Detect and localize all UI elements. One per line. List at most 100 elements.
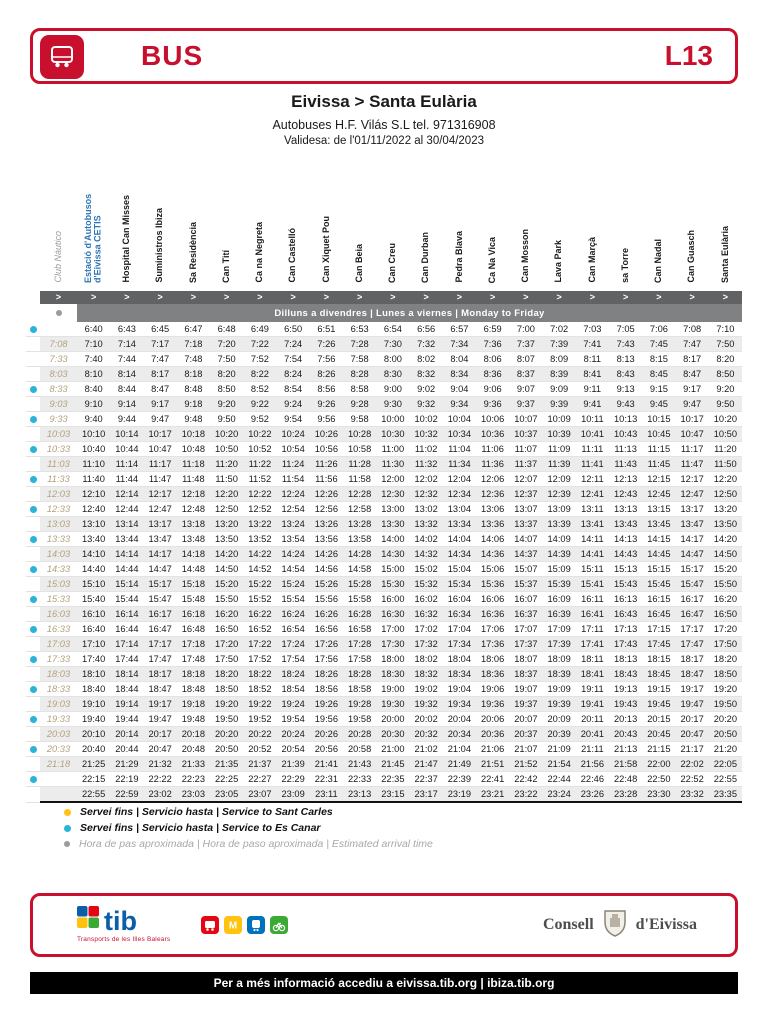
club-nautico-time — [40, 786, 77, 803]
time-cell: 15:22 — [243, 576, 277, 592]
time-cell: 15:58 — [343, 591, 377, 607]
time-cell: 17:11 — [575, 621, 609, 637]
time-cell: 9:54 — [276, 411, 310, 427]
time-cell: 15:54 — [276, 591, 310, 607]
time-cell: 17:06 — [476, 621, 510, 637]
time-cell: 16:22 — [243, 606, 277, 622]
time-cell: 18:44 — [110, 681, 144, 697]
dot-gutter — [26, 411, 40, 427]
direction-arrow: > — [343, 291, 377, 304]
time-cell: 10:14 — [110, 426, 144, 442]
direction-arrow: > — [542, 291, 576, 304]
club-nautico-time: 12:03 — [40, 486, 77, 502]
timetable-row: 22:55 22:59 23:02 23:03 23:05 23:07 23:09 23:11… — [26, 786, 742, 803]
time-cell: 15:17 — [675, 561, 709, 577]
time-cell: 15:20 — [708, 561, 742, 577]
time-cell: 9:11 — [575, 381, 609, 397]
dot-gutter — [26, 726, 40, 742]
time-cell: 22:00 — [642, 756, 676, 772]
club-nautico-time: 9:03 — [40, 396, 77, 412]
club-nautico-time: 20:33 — [40, 741, 77, 757]
time-cell: 14:47 — [143, 561, 177, 577]
time-cell: 13:17 — [675, 501, 709, 517]
time-cell: 11:10 — [77, 456, 111, 472]
time-cell: 13:30 — [376, 516, 410, 532]
time-cell: 15:18 — [176, 576, 210, 592]
time-cell: 7:05 — [609, 322, 643, 337]
time-cell: 20:09 — [542, 711, 576, 727]
time-cell: 17:43 — [609, 636, 643, 652]
direction-arrow: > — [609, 291, 643, 304]
time-cell: 11:17 — [143, 456, 177, 472]
time-cell: 10:58 — [343, 441, 377, 457]
direction-arrow: > — [243, 291, 277, 304]
time-cell: 6:49 — [243, 322, 277, 337]
direction-arrow: > — [376, 291, 410, 304]
time-cell: 9:44 — [110, 411, 144, 427]
time-cell: 8:14 — [110, 366, 144, 382]
time-cell: 14:20 — [210, 546, 244, 562]
time-cell: 21:39 — [276, 756, 310, 772]
time-cell: 17:45 — [642, 636, 676, 652]
time-cell: 21:49 — [442, 756, 476, 772]
time-cell: 9:47 — [143, 411, 177, 427]
time-cell: 13:47 — [143, 531, 177, 547]
time-cell: 11:40 — [77, 471, 111, 487]
time-cell: 17:54 — [276, 651, 310, 667]
tib-flag-icon — [77, 906, 99, 933]
time-cell: 16:06 — [476, 591, 510, 607]
time-cell: 19:06 — [476, 681, 510, 697]
time-cell: 16:43 — [609, 606, 643, 622]
line-number: L13 — [664, 40, 713, 71]
time-cell: 7:43 — [609, 336, 643, 352]
time-cell: 16:11 — [575, 591, 609, 607]
time-cell: 18:28 — [343, 666, 377, 682]
time-cell: 11:32 — [409, 456, 443, 472]
club-nautico-time: 7:33 — [40, 351, 77, 367]
club-nautico-time: 7:08 — [40, 336, 77, 352]
service-dot — [29, 506, 37, 514]
time-cell: 14:26 — [309, 546, 343, 562]
service-dot — [29, 416, 37, 424]
time-cell: 18:50 — [210, 681, 244, 697]
time-cell: 16:47 — [675, 606, 709, 622]
time-cell: 13:52 — [243, 531, 277, 547]
stop-header: Estació d'Autobusos d'Eivissa CETIS — [77, 166, 110, 291]
dot-gutter — [26, 322, 40, 337]
timetable-row: 14:33 14:40 14:44 14:47 14:48 14:50 14:52 14:54… — [26, 561, 742, 577]
time-cell: 20:28 — [343, 726, 377, 742]
time-cell: 8:47 — [675, 366, 709, 382]
time-cell: 14:41 — [575, 546, 609, 562]
service-dot — [29, 326, 37, 334]
dot-gutter — [26, 351, 40, 367]
dot-gutter — [26, 166, 40, 291]
dot-gutter — [26, 621, 40, 637]
time-cell: 9:10 — [77, 396, 111, 412]
time-cell: 10:48 — [176, 441, 210, 457]
timetable-row: 18:03 18:10 18:14 18:17 18:18 18:20 18:22 18:24… — [26, 666, 742, 682]
dot-gutter — [26, 516, 40, 532]
time-cell: 21:54 — [542, 756, 576, 772]
club-nautico-time: 14:33 — [40, 561, 77, 577]
time-cell: 17:50 — [210, 651, 244, 667]
dot-gutter — [26, 741, 40, 757]
time-cell: 10:24 — [276, 426, 310, 442]
time-cell: 10:06 — [476, 411, 510, 427]
time-cell: 8:44 — [110, 381, 144, 397]
time-cell: 13:20 — [708, 501, 742, 517]
time-cell: 15:07 — [509, 561, 543, 577]
time-cell: 15:50 — [708, 576, 742, 592]
time-cell: 7:58 — [343, 351, 377, 367]
time-cell: 18:34 — [442, 666, 476, 682]
time-cell: 18:43 — [609, 666, 643, 682]
time-cell: 17:28 — [343, 636, 377, 652]
service-dot — [29, 626, 37, 634]
time-cell: 15:40 — [77, 591, 111, 607]
time-cell: 7:34 — [442, 336, 476, 352]
deivissa-label: d'Eivissa — [635, 916, 697, 933]
time-cell: 11:22 — [243, 456, 277, 472]
time-cell: 10:26 — [309, 426, 343, 442]
time-cell: 22:27 — [243, 771, 277, 787]
time-cell: 14:43 — [609, 546, 643, 562]
time-cell: 17:17 — [143, 636, 177, 652]
